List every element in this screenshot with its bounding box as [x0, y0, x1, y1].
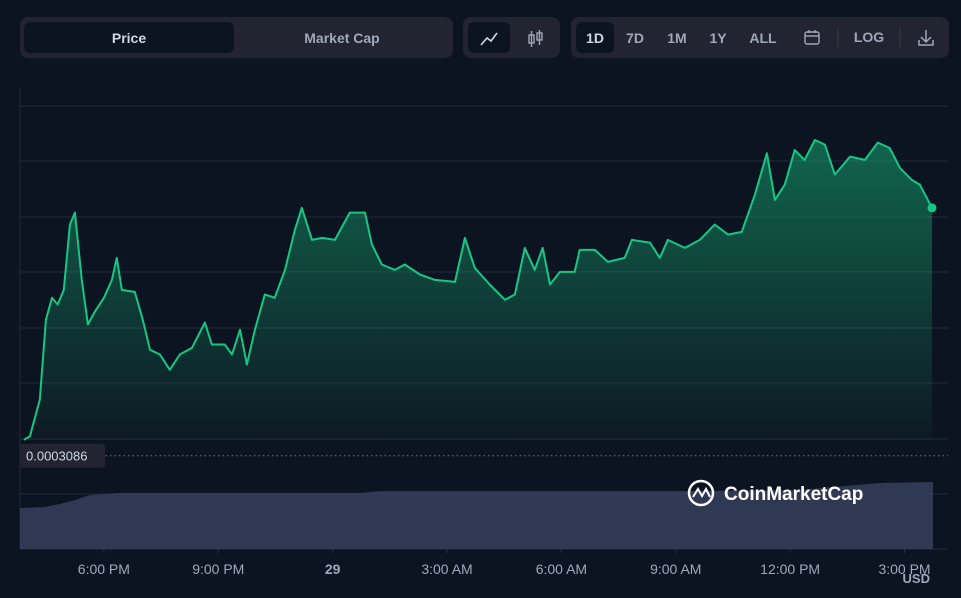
log-button[interactable]: LOG — [854, 29, 884, 45]
range-button[interactable]: 1D — [586, 30, 604, 46]
x-tick-label: 3:00 AM — [421, 561, 472, 577]
x-tick-label: 6:00 PM — [78, 561, 130, 577]
range-buttons: 1D 7D 1M 1Y ALL — [586, 30, 777, 46]
x-tick-label: 9:00 AM — [650, 561, 701, 577]
tab-market-cap[interactable]: Market Cap — [304, 30, 379, 46]
range-button[interactable]: 7D — [626, 30, 644, 46]
reference-label-box — [20, 443, 105, 468]
line-button[interactable] — [468, 22, 510, 53]
range-button[interactable]: 1M — [667, 30, 686, 46]
area — [23, 140, 933, 440]
x-tick-label: 29 — [325, 561, 341, 577]
x-tick-label: 6:00 AM — [536, 561, 587, 577]
download-icon[interactable] — [918, 30, 934, 46]
watermark-text: CoinMarketCap — [724, 484, 863, 505]
x-tick-label: 9:00 PM — [192, 561, 244, 577]
x-tick-label: 3:00 PM — [878, 561, 930, 577]
reference-label: 0.0003086 — [26, 449, 87, 464]
tab-active[interactable] — [24, 22, 234, 53]
candle-icon[interactable] — [528, 30, 543, 47]
plot: 6:00 PM 9:00 PM 29 3:00 AM 6:00 AM 9:00 AM 12:… — [20, 139, 948, 577]
currency-label: USD — [903, 571, 930, 586]
calendar-icon[interactable] — [804, 30, 820, 45]
line-icon — [480, 32, 498, 46]
range-button[interactable]: ALL — [749, 30, 777, 46]
range-button[interactable]: 1Y — [709, 30, 727, 46]
watermark: CoinMarketCap — [687, 479, 863, 507]
tab-price[interactable]: Price — [112, 30, 146, 46]
range-active[interactable] — [576, 22, 614, 53]
x-tick-label: 12:00 PM — [760, 561, 820, 577]
range-group — [571, 17, 949, 58]
last-point — [927, 203, 937, 213]
volume-band — [20, 482, 933, 549]
price-line — [23, 139, 933, 441]
